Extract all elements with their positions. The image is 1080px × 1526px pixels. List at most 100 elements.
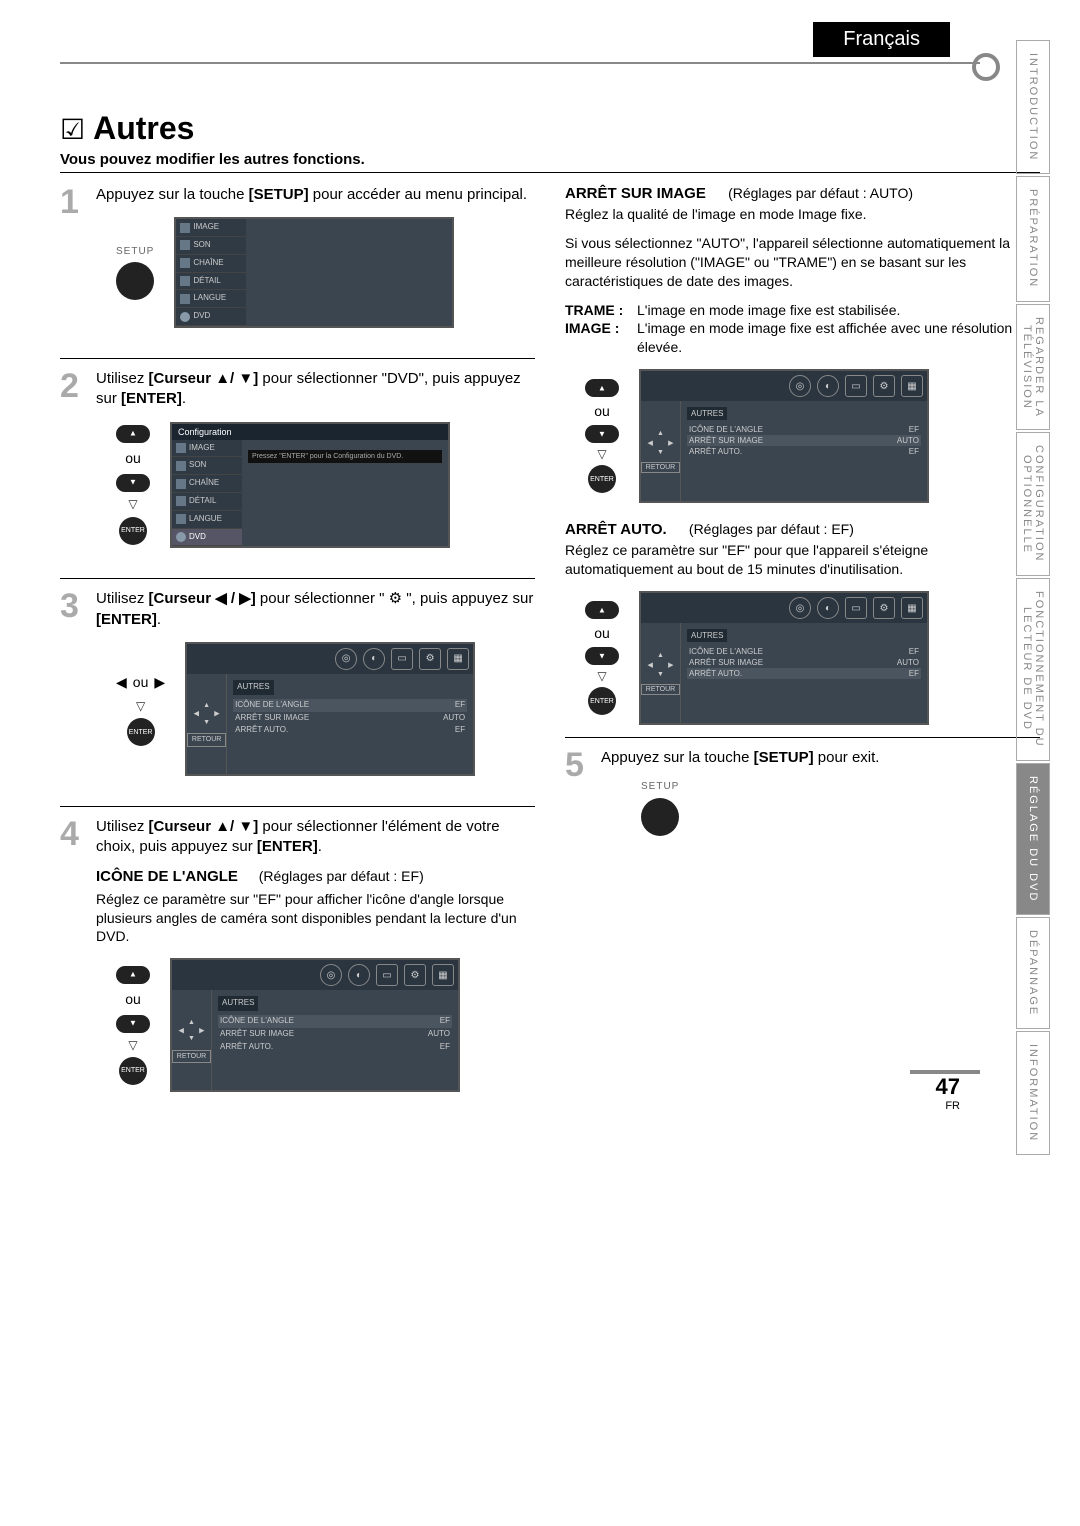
remote-updown: ou ▽ ENTER	[116, 425, 150, 544]
settings-icon: ⚙	[873, 375, 895, 397]
left-icon: ◀	[116, 673, 127, 692]
side-tab-troubleshoot[interactable]: DÉPANNAGE	[1016, 917, 1050, 1029]
config-hint: Pressez "ENTER" pour la Configuration du…	[248, 450, 442, 463]
header-rule	[60, 62, 980, 64]
menu-screenshot-1: IMAGE SON CHAÎNE DÉTAIL LANGUE DVD	[174, 217, 454, 328]
menu-item: DVD	[193, 311, 210, 322]
settings-icon: ▦	[901, 597, 923, 619]
enter-button-icon: ENTER	[127, 718, 155, 746]
page-number: 47 FR	[936, 1074, 960, 1112]
ou-label: ou	[594, 625, 610, 641]
side-tab-introduction[interactable]: INTRODUCTION	[1016, 40, 1050, 174]
up-button-icon	[585, 601, 619, 619]
enter-button-icon: ENTER	[588, 687, 616, 715]
side-tab-preparation[interactable]: PRÉPARATION	[1016, 176, 1050, 301]
setup-button-icon	[116, 262, 154, 300]
step-2: 2 Utilisez [Curseur ▲/ ▼] pour sélection…	[60, 369, 535, 560]
settings-icon: ◎	[789, 375, 811, 397]
side-tab-config[interactable]: CONFIGURATION OPTIONNELLE	[1016, 432, 1050, 575]
side-tab-dvd-player[interactable]: FONCTIONNEMENT DU LECTEUR DE DVD	[1016, 578, 1050, 761]
step-number: 3	[60, 589, 88, 788]
step-3: 3 Utilisez [Curseur ◀ / ▶] pour sélectio…	[60, 589, 535, 788]
check-icon: ☑	[60, 113, 85, 146]
arrow-down-icon: ▽	[597, 669, 606, 683]
setup-label: SETUP	[641, 780, 679, 794]
menu-row: ICÔNE DE L'ANGLEEF	[218, 1015, 452, 1028]
remote-setup: SETUP	[116, 245, 154, 301]
side-tab-tv[interactable]: REGARDER LA TÉLÉVISION	[1016, 304, 1050, 431]
settings-icon: ⚙	[873, 597, 895, 619]
return-button: RETOUR	[641, 462, 680, 473]
page-subtitle: Vous pouvez modifier les autres fonction…	[60, 151, 1040, 168]
autres-header: AUTRES	[233, 680, 273, 695]
menu-screenshot-image: ◎ ◐ ▭ ⚙ ▦ ▲▼◀▶ RETOUR AUT	[639, 369, 929, 503]
down-button-icon	[585, 425, 619, 443]
settings-icon: ▭	[845, 597, 867, 619]
menu-item: SON	[189, 460, 206, 471]
menu-row: ARRÊT AUTO.EF	[218, 1041, 452, 1054]
menu-screenshot-auto: ◎ ◐ ▭ ⚙ ▦ ▲▼◀▶ RETOUR AUT	[639, 591, 929, 725]
down-button-icon	[116, 1015, 150, 1033]
arrow-down-icon: ▽	[128, 1037, 137, 1053]
setting-description: Réglez la qualité de l'image en mode Ima…	[565, 205, 1040, 224]
up-button-icon	[585, 379, 619, 397]
step-text: Appuyez sur la touche	[96, 186, 249, 203]
step-divider	[565, 737, 1040, 738]
side-tab-dvd-settings[interactable]: RÉGLAGE DU DVD	[1016, 763, 1050, 915]
settings-icon: ▦	[447, 648, 469, 670]
setting-description: Réglez ce paramètre sur "EF" pour affich…	[96, 890, 535, 947]
step-bold: [SETUP]	[754, 749, 814, 766]
settings-icon: ▭	[376, 964, 398, 986]
menu-item: CHAÎNE	[193, 258, 223, 269]
settings-icon: ⚙	[419, 648, 441, 670]
step-bold: [Curseur ◀ / ▶]	[149, 590, 256, 607]
setting-default: (Réglages par défaut : EF)	[689, 521, 854, 537]
menu-item: CHAÎNE	[189, 478, 219, 489]
menu-item: DVD	[189, 532, 206, 543]
menu-item: SON	[193, 240, 210, 251]
menu-item: LANGUE	[189, 514, 222, 525]
menu-screenshot-3: ◎ ◐ ▭ ⚙ ▦ ▲▼◀▶ RETOUR	[185, 642, 475, 776]
setting-default: (Réglages par défaut : EF)	[259, 868, 424, 884]
enter-button-icon: ENTER	[119, 517, 147, 545]
remote-updown: ou ▽ ENTER	[585, 601, 619, 715]
settings-icon: ◐	[348, 964, 370, 986]
step-text: .	[318, 838, 322, 855]
step-number: 4	[60, 817, 88, 1104]
settings-icon: ▭	[391, 648, 413, 670]
down-button-icon	[585, 647, 619, 665]
step-bold: [Curseur ▲/ ▼]	[149, 370, 259, 387]
side-tab-info[interactable]: INFORMATION	[1016, 1031, 1050, 1155]
menu-row: ICÔNE DE L'ANGLEEF	[687, 646, 921, 657]
ou-label: ou	[594, 403, 610, 419]
step-text: pour exit.	[814, 749, 880, 766]
step-number: 1	[60, 185, 88, 340]
setting-default: (Réglages par défaut : AUTO)	[728, 185, 913, 201]
definition-row: TRAME :L'image en mode image fixe est st…	[565, 301, 1040, 320]
remote-updown: ou ▽ ENTER	[585, 379, 619, 493]
settings-icon: ▦	[901, 375, 923, 397]
menu-item: IMAGE	[189, 443, 215, 454]
step-number: 5	[565, 748, 593, 848]
autres-header: AUTRES	[687, 629, 727, 642]
step-bold: [Curseur ▲/ ▼]	[149, 818, 259, 835]
enter-button-icon: ENTER	[119, 1057, 147, 1085]
settings-icon: ▭	[845, 375, 867, 397]
menu-screenshot-2: Configuration IMAGE SON CHAÎNE DÉTAIL LA…	[170, 422, 450, 549]
setting-name: ARRÊT SUR IMAGE	[565, 185, 706, 202]
step-divider	[60, 806, 535, 807]
dpad-icon: ▲▼◀▶	[648, 430, 674, 456]
side-nav: INTRODUCTION PRÉPARATION REGARDER LA TÉL…	[1016, 40, 1050, 1155]
menu-row: ARRÊT AUTO.EF	[687, 446, 921, 457]
dpad-icon: ▲▼◀▶	[648, 652, 674, 678]
remote-leftright: ◀ ou ▶ ▽ ENTER	[116, 671, 165, 746]
ou-label: ou	[125, 990, 141, 1009]
step-text: pour accéder au menu principal.	[309, 186, 527, 203]
step-text: .	[182, 390, 186, 407]
step-text: Appuyez sur la touche	[601, 749, 754, 766]
menu-row: ARRÊT SUR IMAGEAUTO	[687, 435, 921, 446]
step-text: Utilisez	[96, 370, 149, 387]
dpad-icon: ▲▼◀▶	[179, 1018, 205, 1044]
return-button: RETOUR	[641, 684, 680, 695]
definition-row: IMAGE :L'image en mode image fixe est af…	[565, 319, 1040, 357]
